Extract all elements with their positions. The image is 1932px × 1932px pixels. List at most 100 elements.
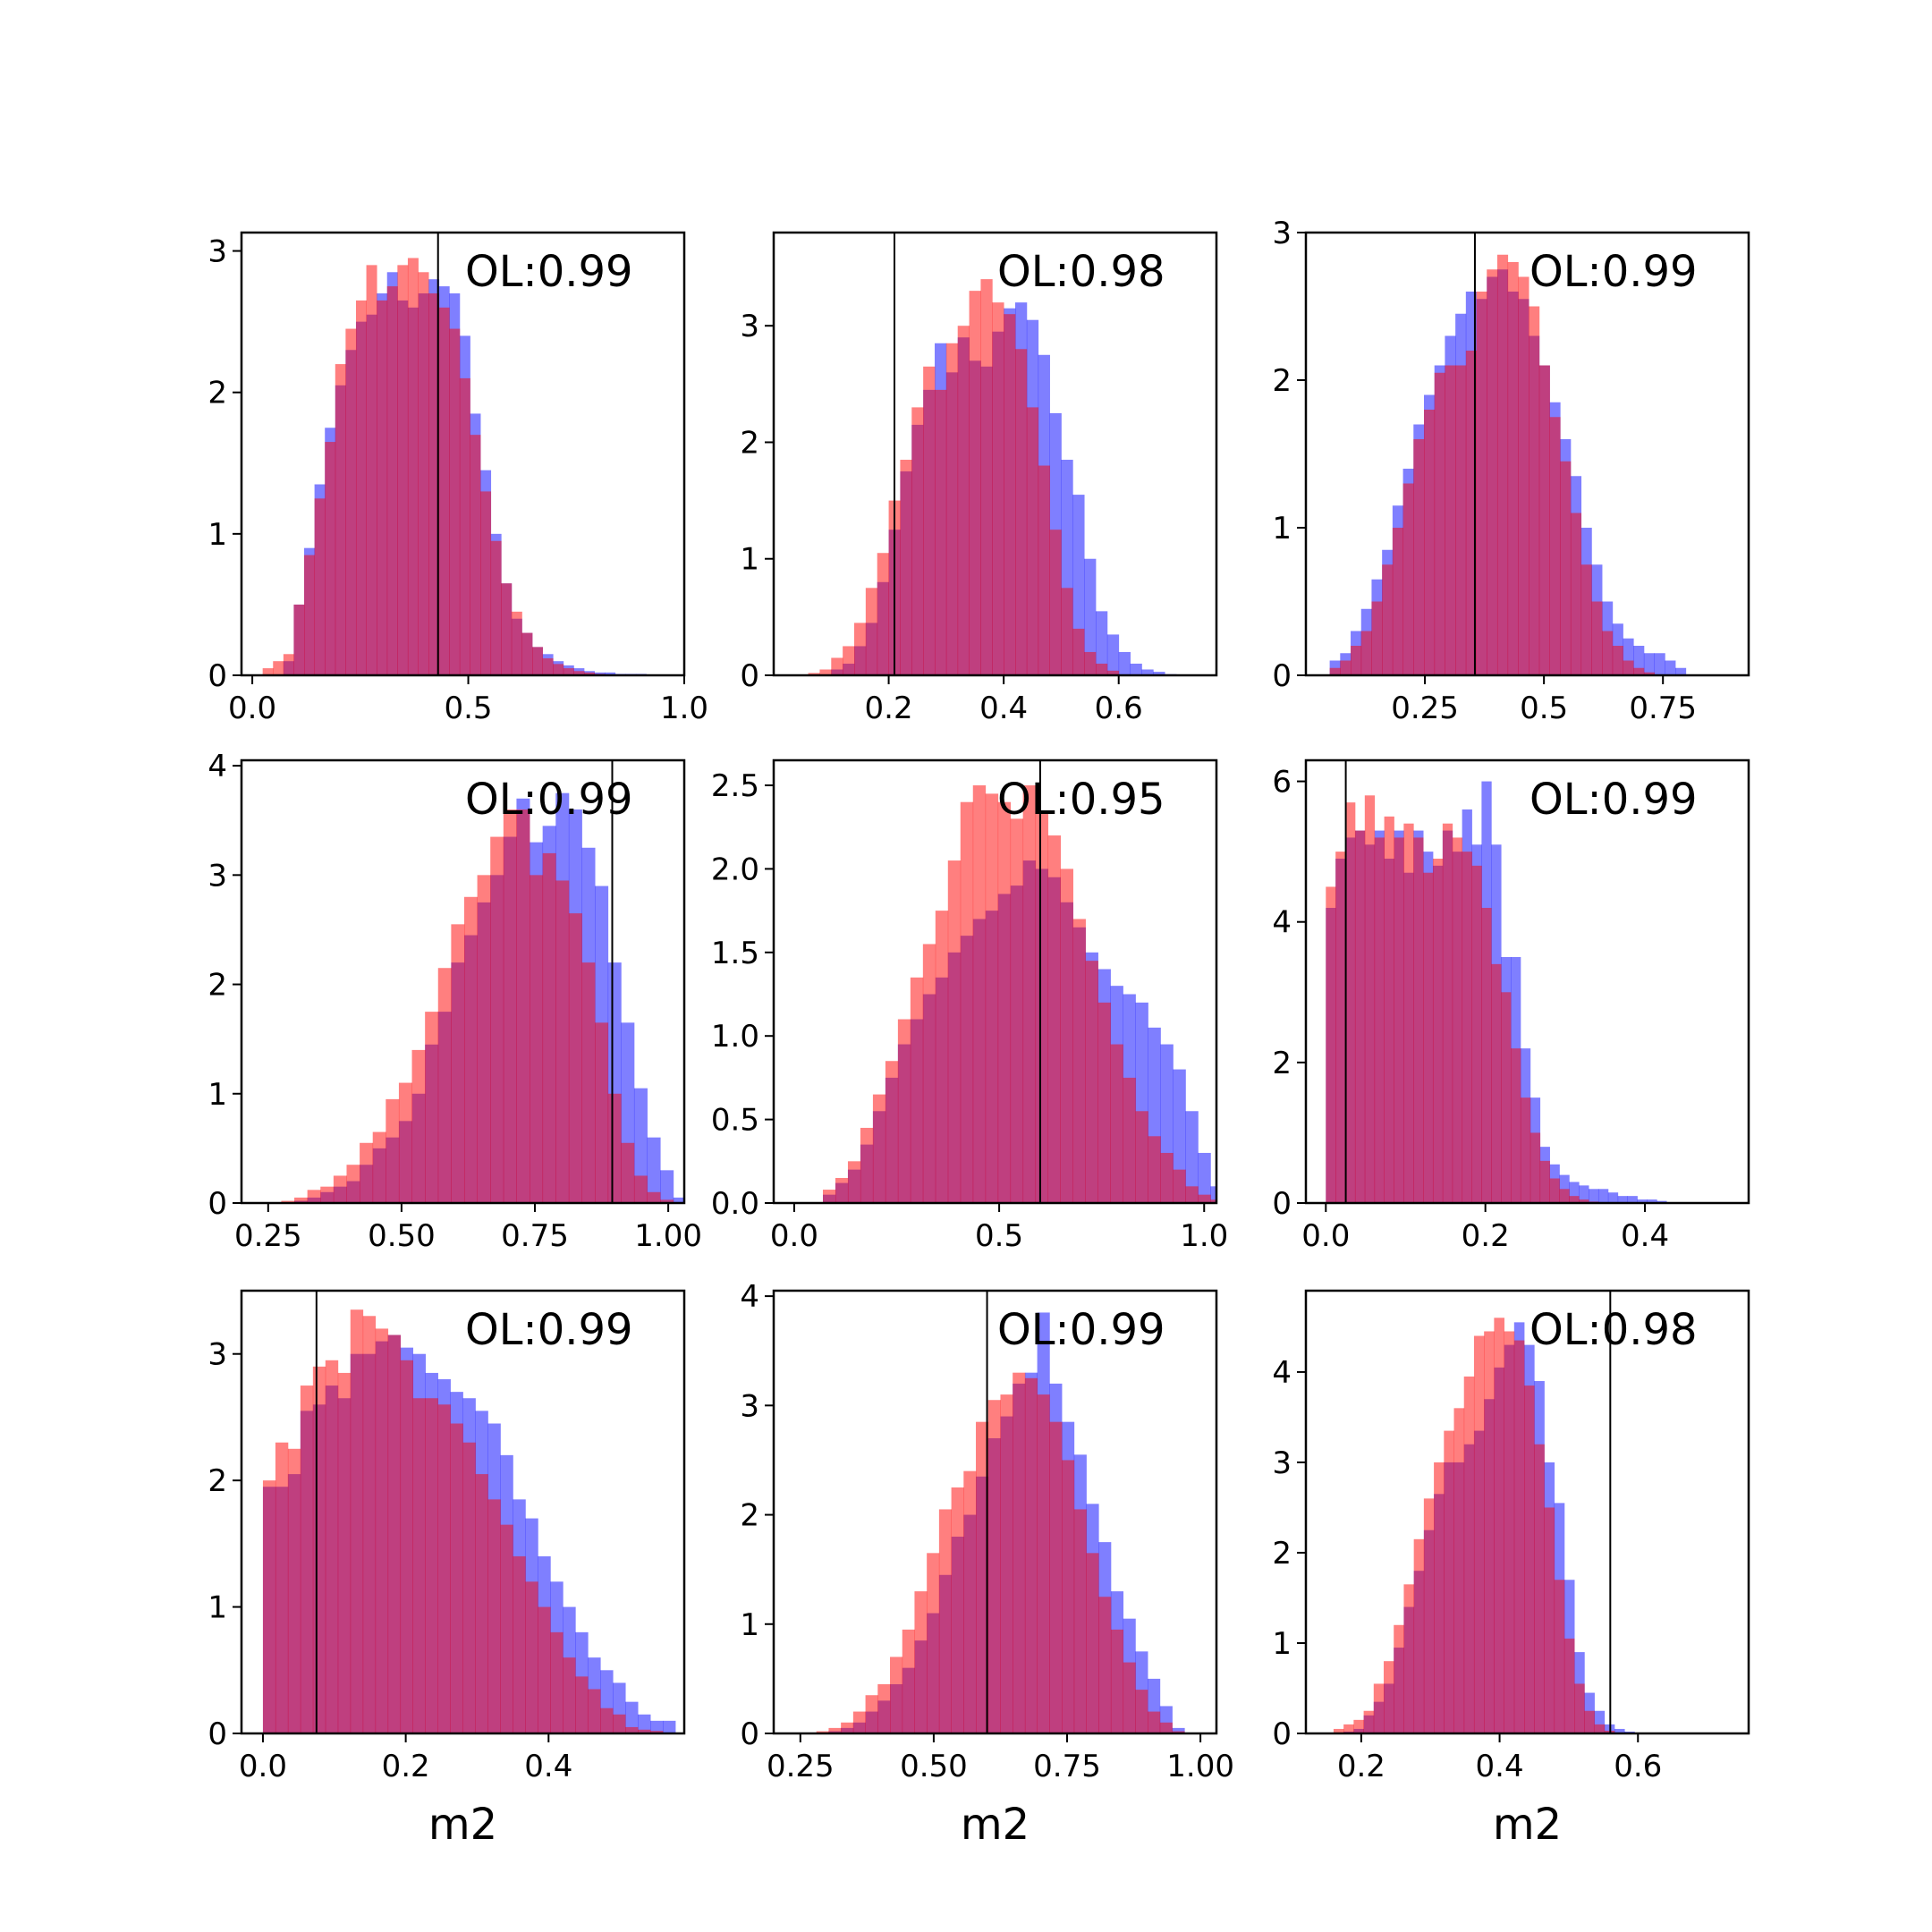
axes-frame [1304,758,1750,1205]
red-bar [1035,810,1049,1203]
blue-bar [1153,672,1165,675]
red-bar [923,366,936,675]
red-bar [1110,1629,1124,1733]
red-bar [1072,628,1085,675]
red-bar [1455,365,1467,675]
red-bar [293,604,305,675]
red-bar [553,664,564,675]
blue-bar [1654,653,1665,675]
axes-frame [772,758,1218,1205]
blue-bar [1665,660,1676,675]
y-tick-label: 2 [208,1463,227,1499]
y-tick-label: 1.0 [711,1019,759,1055]
subplot-8: 0.25 0.50 0.75 1.00 0 1 2 3 4 OL:0.99 m2 [740,1279,1234,1850]
red-bar [583,672,595,675]
x-tick-label: 0.50 [368,1218,436,1254]
red-bar [294,1197,309,1203]
x-tick-label: 0.0 [228,691,276,726]
x-tick-label: 0.6 [1095,691,1143,726]
red-bar [911,407,924,675]
red-bar [1015,349,1028,675]
red-bar [1351,646,1362,675]
red-bar [532,647,543,675]
red-bar [1360,631,1372,675]
red-bar [1559,1189,1570,1203]
red-bar [1612,646,1623,675]
red-bar [386,1098,400,1203]
red-bar [1462,852,1472,1203]
blue-bar [1594,1710,1606,1733]
red-bar [1047,835,1062,1203]
blue-bar [1597,1189,1609,1203]
y-tick-label: 1 [208,517,227,553]
x-tick-label: 1.0 [660,691,708,726]
red-bar [1476,292,1487,675]
red-bar [877,1684,891,1733]
x-axis-label: m2 [1493,1800,1562,1850]
red-bar [542,658,554,675]
red-bar [621,1142,635,1203]
red-bar [307,1190,321,1203]
y-tick-label: 1 [208,1590,227,1626]
red-bar [1534,1444,1545,1733]
blue-bar [663,1720,676,1733]
blue-bar [1198,1152,1211,1203]
red-bar [897,1019,911,1203]
red-bar [1580,564,1592,675]
subplot-3: 0.25 0.5 0.75 0 1 2 3 OL:0.99 [1272,216,1750,726]
x-tick-label: 1.0 [1180,1218,1228,1254]
red-bar [516,809,530,1203]
red-bar [625,1726,639,1733]
red-bar [860,1127,874,1203]
blue-bar [650,1720,664,1733]
red-bar [1549,1178,1560,1203]
subplot-5: 0.0 0.5 1.0 0.0 0.5 1.0 1.5 2.0 2.5 OL:0.95 [711,758,1228,1254]
red-bar [1473,1335,1485,1733]
red-bar [963,1470,977,1733]
red-bar [1643,672,1656,675]
red-bar [1465,351,1477,675]
red-bar [1423,872,1434,1203]
red-bar [480,491,492,675]
axes-frame [1304,1289,1750,1735]
red-bar [808,673,820,675]
red-bar [910,977,924,1203]
red-bar [951,1487,964,1733]
plot-area [281,792,684,1203]
red-bar [1570,513,1582,675]
subplot-9: 0.2 0.4 0.6 0 1 2 3 4 OL:0.98 m2 [1272,1289,1750,1850]
red-bar [902,1629,915,1733]
red-bar [1633,667,1645,675]
red-bar [1345,802,1356,1203]
red-bar [843,646,855,675]
red-bar [1392,528,1403,675]
y-tick-label: 0 [1272,1716,1292,1752]
red-bar [960,801,974,1203]
y-tick-label: 4 [1272,905,1292,941]
red-bar [362,1316,377,1733]
blue-bar [673,1197,684,1203]
x-tick-label: 0.75 [1629,691,1697,726]
red-bar [386,286,398,675]
red-bar [1402,483,1414,675]
red-bar [437,1404,451,1733]
red-bar [397,265,409,675]
red-bar [428,293,440,675]
y-tick-label: 1 [1272,1626,1292,1662]
x-tick-label: 0.5 [975,1218,1023,1254]
red-bar [418,272,429,675]
red-bar [325,1360,339,1733]
red-bar [872,1094,886,1203]
red-bar [350,1309,364,1733]
red-bar [530,875,544,1203]
red-bar [1491,963,1502,1203]
blue-bar [1647,1199,1657,1203]
red-bar [828,1727,842,1733]
red-bar [581,962,596,1203]
red-bar [366,265,377,675]
red-bar [1185,1186,1199,1203]
red-bar [987,1400,1001,1733]
red-bar [854,623,867,675]
red-bar [568,913,582,1203]
subplot-7: 0.0 0.2 0.4 0 1 2 3 OL:0.99 m2 [208,1289,686,1850]
